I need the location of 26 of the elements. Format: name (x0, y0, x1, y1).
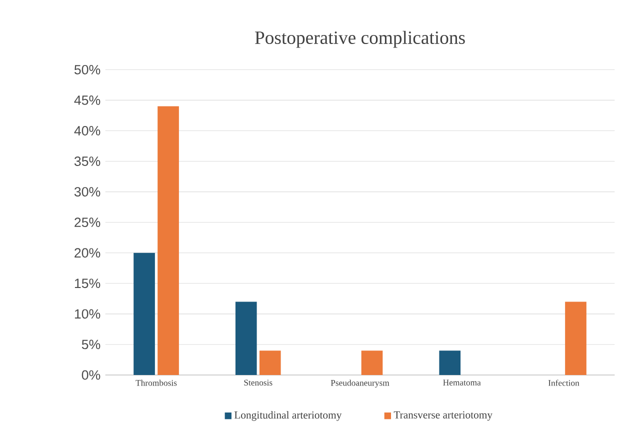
x-tick-label: Infection (548, 380, 580, 386)
bar (439, 350, 461, 375)
chart-title: Postoperative complications (255, 30, 465, 48)
y-tick-label: 35% (74, 156, 100, 166)
y-tick-label: 20% (74, 248, 100, 258)
x-tick-label: Thrombosis (136, 380, 177, 386)
x-tick-label: Stenosis (244, 380, 272, 386)
y-tick-label: 15% (74, 278, 100, 288)
x-tick-label: Pseudoaneurysm (330, 380, 390, 388)
legend-label: Longitudinal arteriotomy (234, 411, 342, 421)
y-tick-label: 45% (74, 95, 100, 105)
y-tick-label: 50% (74, 64, 100, 74)
legend-label: Transverse arteriotomy (394, 411, 492, 421)
y-tick-label: 40% (74, 126, 100, 136)
bar (361, 350, 383, 375)
bar (565, 302, 586, 375)
x-tick-label: Hematoma (443, 380, 481, 386)
bar (158, 106, 179, 375)
bar (134, 252, 155, 375)
y-tick-label: 5% (82, 340, 100, 350)
y-tick-label: 0% (82, 370, 100, 380)
y-tick-label: 25% (74, 218, 100, 228)
y-tick-label: 10% (74, 309, 100, 319)
bar (235, 302, 257, 375)
bar (259, 350, 281, 375)
y-tick-label: 30% (74, 187, 100, 197)
